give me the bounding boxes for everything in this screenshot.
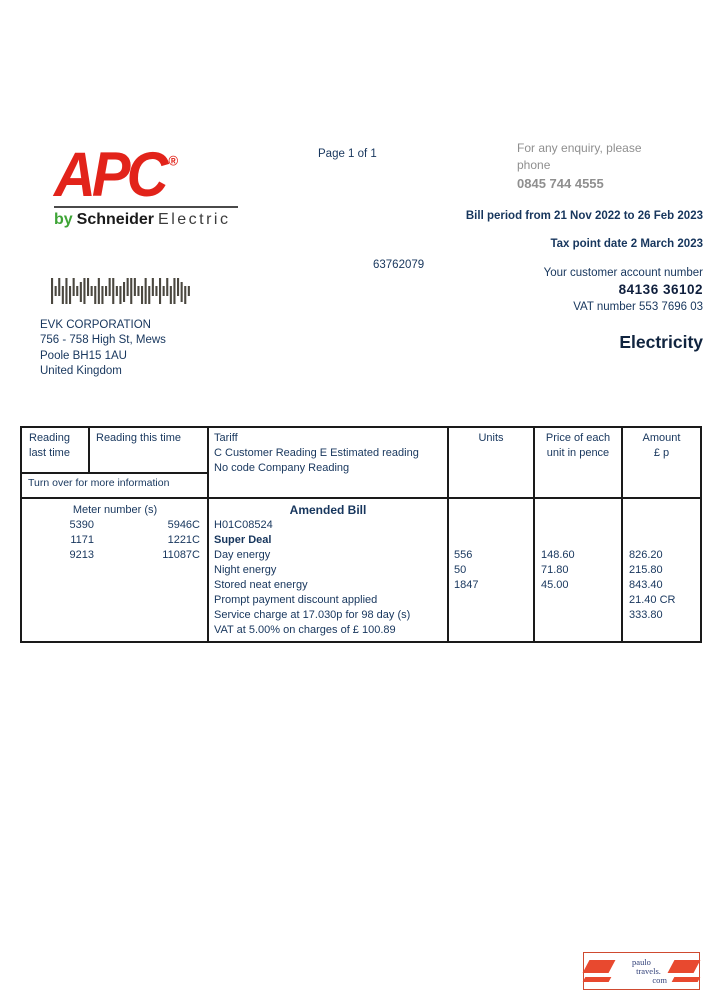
- table-line: [621, 428, 623, 641]
- account-number-label: Your customer account number: [543, 267, 703, 279]
- amount-value: 21.40 CR: [629, 594, 676, 606]
- customer-address: 756 - 758 High St, Mews Poole BH15 1AU U…: [40, 334, 166, 377]
- meter-this-reading: 5946C: [167, 519, 200, 531]
- header-turn-over-note: Turn over for more information: [28, 477, 170, 489]
- registered-mark: ®: [168, 152, 179, 169]
- stamp-bar: [667, 960, 701, 973]
- charge-lines: Day energy Night energy Stored neat ener…: [214, 548, 446, 638]
- amount-value: 826.20: [629, 549, 663, 561]
- table-line: [447, 428, 449, 641]
- units-value: 556: [454, 549, 473, 561]
- stamp-line: com: [652, 974, 667, 985]
- price-values: 148.60 71.80 45.00: [541, 548, 575, 593]
- enquiry-phone: 0845 744 4555: [517, 176, 604, 191]
- meter-this-reading: 11087C: [162, 549, 200, 561]
- tax-point-date: Tax point date 2 March 2023: [550, 238, 703, 250]
- header-price: Price of each unit in pence: [545, 432, 611, 459]
- amount-values: 826.20 215.80 843.40 21.40 CR 333.80: [629, 548, 675, 623]
- page-indicator: Page 1 of 1: [318, 148, 377, 160]
- table-line: [207, 428, 209, 641]
- tariff-code: H01C08524: [214, 519, 273, 531]
- meter-number-label: Meter number (s): [72, 504, 158, 516]
- charge-line: Day energy: [214, 549, 271, 561]
- postal-barcode-icon: [50, 277, 192, 310]
- logo-schneider-text: Schneider: [76, 211, 155, 228]
- price-value: 45.00: [541, 579, 569, 591]
- stamp-right-shape-icon: [667, 956, 701, 986]
- meter-row: 1171 1221C: [32, 533, 200, 548]
- stamp-bar: [582, 977, 612, 982]
- stamp-left-shape-icon: [582, 956, 616, 986]
- charge-line: Stored neat energy: [214, 579, 308, 591]
- logo-electric-text: Electric: [158, 211, 231, 228]
- stamp-bar: [671, 977, 701, 982]
- charge-line: Night energy: [214, 564, 277, 576]
- customer-name: EVK CORPORATION: [40, 319, 151, 331]
- amount-value: 843.40: [629, 579, 663, 591]
- meter-this-reading: 1221C: [167, 534, 200, 546]
- apc-brand-text: APC: [54, 139, 168, 210]
- charge-line: VAT at 5.00% on charges of £ 100.89: [214, 624, 396, 636]
- logo-divider: [54, 206, 238, 208]
- schneider-electric-wordmark: by Schneider Electric: [54, 211, 238, 229]
- apc-logo: APC ® by Schneider Electric: [54, 143, 238, 229]
- table-line: [22, 497, 700, 499]
- header-reading-last-time: Reading last time: [29, 432, 70, 459]
- header-units: Units: [478, 432, 504, 444]
- table-line: [22, 472, 209, 474]
- header-tariff: Tariff C Customer Reading E Estimated re…: [214, 432, 419, 474]
- units-value: 50: [454, 564, 467, 576]
- stamp-line: paulo: [632, 956, 651, 967]
- units-values: 556 50 1847: [454, 548, 478, 593]
- apc-logo-text: APC ®: [54, 143, 238, 207]
- price-value: 148.60: [541, 549, 575, 561]
- charge-line: Prompt payment discount applied: [214, 594, 378, 606]
- charge-line: Service charge at 17.030p for 98 day (s): [214, 609, 411, 621]
- stamp-line: travels.: [636, 965, 661, 976]
- charges-table: Reading last time Reading this time Turn…: [20, 426, 702, 643]
- amount-value: 215.80: [629, 564, 663, 576]
- price-value: 71.80: [541, 564, 569, 576]
- stamp-text: paulo travels. com: [614, 956, 669, 985]
- account-number: 84136 36102: [618, 282, 703, 297]
- meter-last-reading: 9213: [69, 549, 94, 561]
- table-line: [533, 428, 535, 641]
- meter-row: 9213 11087C: [32, 548, 200, 563]
- meter-last-reading: 1171: [70, 534, 94, 546]
- header-reading-this-time: Reading this time: [96, 432, 181, 444]
- paulo-travels-stamp: paulo travels. com: [582, 952, 701, 990]
- service-type-heading: Electricity: [619, 332, 703, 352]
- enquiry-text: For any enquiry, please phone: [517, 141, 642, 172]
- reference-number: 63762079: [373, 259, 425, 271]
- amended-bill-title: Amended Bill: [289, 503, 367, 517]
- amount-value: 333.80: [629, 609, 663, 621]
- logo-by-text: by: [54, 211, 73, 228]
- meter-last-reading: 5390: [69, 519, 94, 531]
- bill-period: Bill period from 21 Nov 2022 to 26 Feb 2…: [465, 210, 703, 222]
- table-line: [88, 428, 90, 472]
- meter-row: 5390 5946C: [32, 518, 200, 533]
- units-value: 1847: [454, 579, 479, 591]
- plan-name: Super Deal: [214, 534, 272, 546]
- vat-number: VAT number 553 7696 03: [573, 301, 703, 313]
- stamp-bar: [582, 960, 616, 973]
- header-amount: Amount £ p: [642, 432, 681, 459]
